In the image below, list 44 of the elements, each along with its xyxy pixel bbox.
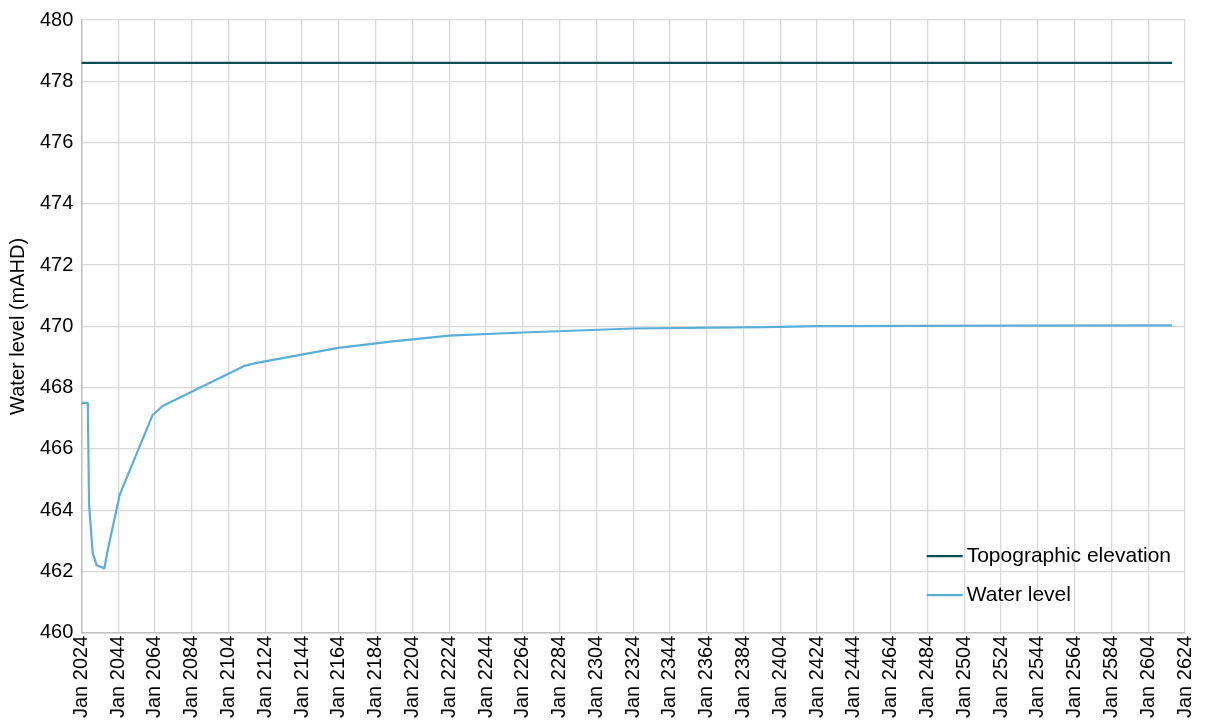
y-tick-label: 470 (39, 313, 74, 336)
x-tick-label: Jan 2564 (1062, 635, 1085, 718)
x-tick-label: Jan 2604 (1135, 635, 1158, 718)
x-tick-label: Jan 2404 (767, 635, 790, 718)
x-tick-label: Jan 2484 (915, 635, 937, 718)
x-tick-label: Jan 2384 (731, 635, 754, 718)
x-tick-label: Jan 2444 (841, 635, 864, 718)
y-tick-label: 464 (39, 497, 74, 520)
y-tick-label: 466 (39, 436, 74, 459)
x-tick-label: Jan 2084 (179, 635, 202, 718)
x-tick-label: Jan 2244 (473, 635, 496, 718)
x-tick-label: Jan 2524 (988, 635, 1011, 718)
x-tick-label: Jan 2264 (510, 635, 533, 718)
x-tick-label: Jan 2324 (620, 635, 643, 718)
x-tick-label: Jan 2224 (436, 635, 459, 718)
legend-label: Topographic elevation (966, 543, 1171, 566)
y-tick-label: 474 (39, 191, 74, 214)
x-tick-label: Jan 2204 (399, 635, 422, 718)
x-tick-label: Jan 2104 (216, 635, 239, 718)
legend-label: Water level (966, 582, 1071, 605)
y-tick-label: 478 (39, 68, 74, 91)
x-tick-label: Jan 2364 (694, 635, 717, 718)
x-tick-label: Jan 2584 (1098, 635, 1121, 718)
y-tick-label: 462 (39, 558, 74, 581)
x-tick-label: Jan 2544 (1025, 635, 1048, 718)
y-tick-label: 480 (39, 7, 74, 30)
x-tick-label: Jan 2064 (142, 635, 165, 718)
y-tick-label: 468 (39, 375, 74, 398)
y-tick-label: 472 (39, 252, 74, 275)
y-tick-label: 476 (39, 130, 74, 153)
x-tick-label: Jan 2624 (1172, 635, 1195, 718)
x-tick-label: Jan 2144 (289, 635, 312, 718)
y-axis-title: Water level (mAHD) (5, 237, 28, 415)
x-tick-label: Jan 2284 (547, 635, 570, 718)
x-tick-label: Jan 2164 (326, 635, 349, 718)
x-tick-label: Jan 2184 (363, 635, 386, 718)
x-tick-label: Jan 2424 (804, 635, 827, 718)
y-tick-label: 460 (39, 620, 74, 643)
x-tick-label: Jan 2304 (583, 635, 606, 718)
x-tick-label: Jan 2504 (951, 635, 974, 718)
x-tick-label: Jan 2344 (657, 635, 680, 718)
x-tick-label: Jan 2044 (105, 635, 128, 718)
x-tick-label: Jan 2464 (878, 635, 901, 718)
x-tick-label: Jan 2124 (252, 635, 275, 718)
